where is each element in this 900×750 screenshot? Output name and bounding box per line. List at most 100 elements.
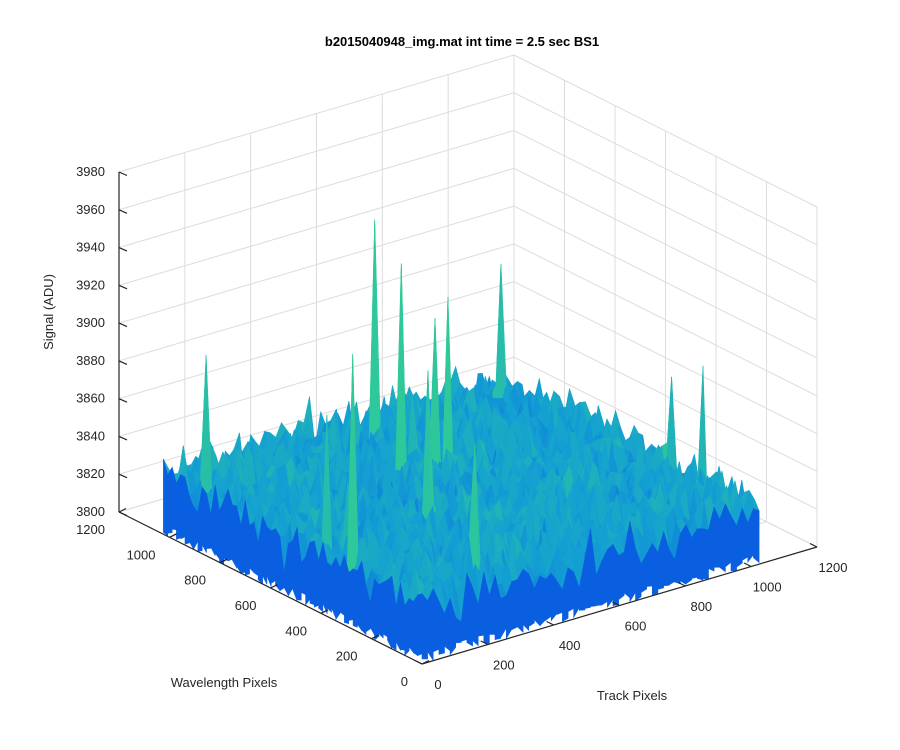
surface-edge xyxy=(262,516,268,585)
surface-mesh xyxy=(163,219,760,662)
z-tick-label: 3860 xyxy=(76,391,105,406)
x-tick xyxy=(480,640,489,646)
surface-edge xyxy=(680,523,687,585)
surface-edge xyxy=(736,508,743,568)
surface-edge xyxy=(408,597,414,654)
surface-edge xyxy=(404,597,410,657)
surface-edge xyxy=(331,557,337,619)
side-wall-gridline xyxy=(513,130,818,284)
surface-edge xyxy=(275,527,281,592)
surface-edge xyxy=(517,569,524,634)
surface-edge xyxy=(708,506,715,572)
x-tick xyxy=(809,542,818,548)
back-wall-gridline xyxy=(118,167,515,286)
z-tick-label: 3960 xyxy=(76,202,105,217)
surface-edge xyxy=(326,561,332,614)
surface-edge xyxy=(494,575,501,640)
surface-edge xyxy=(292,527,298,601)
surface-edge xyxy=(300,556,306,596)
surface-edge xyxy=(640,553,648,593)
y-tick-label: 1200 xyxy=(76,522,105,537)
z-tick xyxy=(118,435,128,441)
surface-edge xyxy=(663,531,670,587)
z-tick-label: 3800 xyxy=(76,504,105,519)
surface-edge xyxy=(528,573,535,628)
tick-labels: 0 200 400 600 800 1000 1200 0 200 400 600 800 1000 12… xyxy=(76,164,847,692)
y-tick-label: 200 xyxy=(336,649,358,664)
z-tick-label: 3880 xyxy=(76,353,105,368)
surface-edge xyxy=(184,477,190,545)
z-tick xyxy=(118,473,128,479)
surface-edge xyxy=(449,598,457,656)
surface-edge xyxy=(167,466,173,534)
y-tick xyxy=(320,609,329,614)
surface-edge xyxy=(176,474,181,540)
z-tick xyxy=(118,247,128,252)
surface-edge xyxy=(249,521,255,574)
z-tick xyxy=(118,322,128,328)
surface-edge xyxy=(193,506,199,550)
surface-edge xyxy=(335,557,341,621)
x-tick xyxy=(612,601,620,607)
z-tick-label: 3900 xyxy=(76,315,105,330)
surface-edge xyxy=(696,528,704,581)
surface-edge xyxy=(180,473,186,540)
surface-edge xyxy=(427,588,434,662)
y-tick-label: 600 xyxy=(235,598,257,613)
surface-edge xyxy=(691,527,698,579)
surface-edge xyxy=(309,540,315,606)
x-tick-label: 200 xyxy=(493,658,515,673)
surface-edge xyxy=(378,581,384,639)
y-tick xyxy=(270,583,278,589)
surface-edge xyxy=(657,531,664,590)
surface-edge xyxy=(702,528,709,580)
surface-edge xyxy=(455,617,462,644)
z-axis-label: Signal (ADU) xyxy=(41,274,56,350)
surface-edge xyxy=(387,575,393,649)
y-axis-label: Wavelength Pixels xyxy=(171,675,278,690)
axes-lines xyxy=(118,171,818,665)
x-tick-label: 400 xyxy=(559,638,581,653)
z-tick xyxy=(118,284,128,290)
surface-edge xyxy=(313,540,319,608)
x-axis-label: Track Pixels xyxy=(597,688,668,703)
surface-edge xyxy=(305,542,311,606)
y-tick-label: 1000 xyxy=(127,547,156,562)
x-tick xyxy=(546,620,554,626)
side-wall-gridline xyxy=(513,243,818,397)
side-wall-gridline xyxy=(513,356,818,510)
surface-edge xyxy=(685,524,693,585)
surface-edge xyxy=(219,500,225,565)
y-tick-label: 0 xyxy=(401,674,408,689)
surface-edge xyxy=(618,551,625,601)
back-wall-gridline xyxy=(118,54,515,173)
surface-edge xyxy=(567,567,575,613)
y-tick xyxy=(169,533,177,538)
side-wall-gridline xyxy=(513,92,818,246)
side-wall-gridline xyxy=(513,54,818,208)
surface-edge xyxy=(288,540,294,597)
surface-edge xyxy=(730,515,737,572)
back-wall-gridline xyxy=(118,92,515,211)
x-tick-label: 800 xyxy=(690,599,712,614)
surface-edge xyxy=(318,542,324,613)
surface-edge xyxy=(382,579,388,638)
surface-edge xyxy=(266,526,272,587)
x-tick-label: 600 xyxy=(625,619,647,634)
surface-edge xyxy=(635,548,642,602)
x-tick xyxy=(743,562,752,568)
surface-edge xyxy=(348,568,354,621)
z-tick xyxy=(118,398,128,403)
chart-title: b2015040948_img.mat int time = 2.5 sec B… xyxy=(325,34,599,49)
surface-edge xyxy=(511,579,518,631)
surface-edge xyxy=(584,529,591,609)
z-tick xyxy=(118,511,128,517)
surface-edge xyxy=(223,488,229,562)
back-wall-gridline xyxy=(118,243,515,362)
back-wall-gridline xyxy=(118,130,515,249)
z-tick xyxy=(118,360,128,365)
x-tick-label: 0 xyxy=(434,677,441,692)
x-tick xyxy=(414,659,423,665)
z-tick-label: 3920 xyxy=(76,277,105,292)
